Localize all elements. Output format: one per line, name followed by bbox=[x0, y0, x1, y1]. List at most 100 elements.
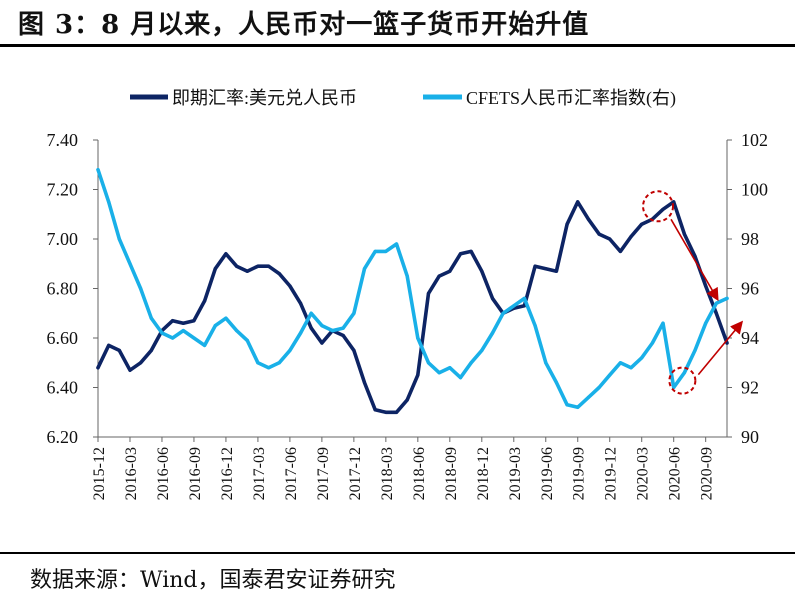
x-tick-label: 2017-06 bbox=[283, 447, 300, 500]
data-point-spot bbox=[544, 267, 548, 271]
data-point-cfets bbox=[586, 395, 591, 399]
right-y-tick-label: 92 bbox=[741, 378, 759, 398]
data-point-spot bbox=[96, 366, 100, 370]
right-y-tick-label: 102 bbox=[741, 130, 768, 150]
data-point-cfets bbox=[117, 237, 121, 241]
data-point-spot bbox=[661, 207, 665, 211]
data-point-spot bbox=[640, 222, 644, 226]
data-point-cfets bbox=[565, 403, 569, 407]
data-point-spot bbox=[448, 269, 452, 273]
data-point-cfets bbox=[330, 329, 335, 333]
data-point-spot bbox=[341, 333, 345, 338]
data-point-cfets bbox=[352, 311, 356, 315]
x-tick-label: 2016-06 bbox=[155, 447, 172, 500]
data-point-spot bbox=[576, 200, 580, 204]
data-point-spot bbox=[597, 232, 601, 236]
x-tick-label: 2017-12 bbox=[347, 447, 364, 500]
legend-label-spot: 即期汇率:美元兑人民币 bbox=[172, 88, 357, 108]
data-point-spot bbox=[352, 348, 356, 352]
data-point-spot bbox=[416, 373, 420, 377]
data-source-note: 数据来源：Wind，国泰君安证券研究 bbox=[30, 568, 396, 593]
data-point-cfets bbox=[149, 316, 153, 320]
data-point-cfets bbox=[597, 385, 601, 390]
data-point-spot bbox=[309, 326, 313, 330]
figure-title-bar: 图 3：8 月以来，人民币对一篮子货币开始升值 bbox=[0, 0, 795, 44]
data-point-spot bbox=[267, 264, 271, 268]
data-point-spot bbox=[672, 200, 676, 204]
data-point-cfets bbox=[181, 329, 185, 333]
left-y-tick-label: 7.00 bbox=[47, 229, 79, 249]
data-point-spot bbox=[245, 269, 249, 273]
figure-title: 图 3：8 月以来，人民币对一篮子货币开始升值 bbox=[18, 10, 590, 40]
data-point-cfets bbox=[203, 343, 207, 347]
data-point-spot bbox=[554, 269, 559, 273]
data-point-spot bbox=[373, 408, 377, 412]
left-y-tick-label: 6.80 bbox=[47, 279, 79, 299]
data-point-spot bbox=[608, 237, 612, 241]
data-point-spot bbox=[437, 274, 441, 278]
data-point-cfets bbox=[245, 338, 249, 343]
data-point-cfets bbox=[341, 326, 345, 330]
data-point-spot bbox=[107, 343, 111, 347]
x-tick-label: 2017-09 bbox=[315, 447, 332, 500]
x-tick-label: 2018-12 bbox=[475, 447, 492, 500]
data-point-cfets bbox=[533, 324, 537, 328]
x-tick-label: 2016-12 bbox=[219, 447, 236, 500]
data-point-cfets bbox=[405, 274, 409, 278]
data-point-cfets bbox=[544, 361, 548, 365]
data-point-cfets bbox=[725, 296, 729, 300]
data-point-spot bbox=[469, 249, 473, 253]
data-point-cfets bbox=[437, 371, 441, 375]
data-point-cfets bbox=[426, 361, 431, 365]
x-tick-label: 2020-06 bbox=[667, 447, 684, 500]
data-point-spot bbox=[149, 348, 153, 352]
data-point-spot bbox=[203, 299, 207, 303]
data-point-cfets bbox=[458, 376, 463, 380]
data-point-spot bbox=[171, 319, 175, 323]
data-point-cfets bbox=[192, 336, 196, 340]
data-point-spot bbox=[533, 264, 537, 268]
data-point-cfets bbox=[160, 331, 164, 335]
data-point-spot bbox=[405, 398, 409, 402]
data-point-cfets bbox=[512, 304, 516, 308]
data-point-cfets bbox=[299, 331, 303, 335]
data-point-cfets bbox=[256, 361, 260, 365]
data-point-cfets bbox=[373, 249, 377, 253]
x-tick-label: 2017-03 bbox=[251, 447, 268, 500]
data-point-cfets bbox=[277, 361, 281, 365]
data-point-cfets bbox=[618, 361, 623, 365]
data-point-cfets bbox=[522, 296, 527, 300]
data-point-cfets bbox=[469, 361, 473, 365]
x-tick-label: 2020-03 bbox=[635, 447, 652, 500]
left-y-tick-label: 6.60 bbox=[47, 328, 79, 348]
chart-axes: 6.20 6.40 6.60 6.80 7.00 7.20 7.40 90 92 94 96 98 10… bbox=[47, 130, 769, 500]
data-point-spot bbox=[192, 319, 196, 323]
right-y-tick-label: 100 bbox=[741, 180, 768, 200]
left-y-tick-label: 6.40 bbox=[47, 378, 79, 398]
data-point-cfets bbox=[224, 316, 228, 320]
series-line-cfets bbox=[96, 167, 729, 410]
data-point-spot bbox=[682, 232, 687, 236]
right-y-tick-label: 98 bbox=[741, 229, 759, 249]
x-tick-label: 2016-03 bbox=[123, 447, 140, 500]
data-point-spot bbox=[384, 410, 388, 414]
x-tick-label: 2019-09 bbox=[571, 447, 588, 500]
arrow-down-spot bbox=[670, 218, 719, 302]
data-point-spot bbox=[458, 252, 463, 256]
data-point-cfets bbox=[320, 324, 324, 328]
x-tick-label: 2019-06 bbox=[539, 447, 556, 500]
chart-legend: 即期汇率:美元兑人民币 CFETS人民币汇率指数(右) bbox=[130, 88, 676, 109]
data-point-cfets bbox=[309, 311, 313, 315]
data-point-spot bbox=[586, 217, 591, 221]
source-divider bbox=[0, 552, 795, 554]
highlight-circle-cfets bbox=[668, 366, 697, 395]
arrow-up-cfets bbox=[697, 320, 744, 376]
data-point-spot bbox=[704, 284, 708, 288]
data-point-cfets bbox=[714, 301, 718, 305]
data-point-spot bbox=[426, 291, 431, 295]
data-point-cfets bbox=[107, 200, 111, 204]
left-y-tick-label: 7.20 bbox=[47, 180, 79, 200]
data-point-spot bbox=[394, 410, 399, 414]
right-y-tick-label: 90 bbox=[741, 427, 759, 447]
legend-label-cfets: CFETS人民币汇率指数(右) bbox=[466, 88, 676, 109]
